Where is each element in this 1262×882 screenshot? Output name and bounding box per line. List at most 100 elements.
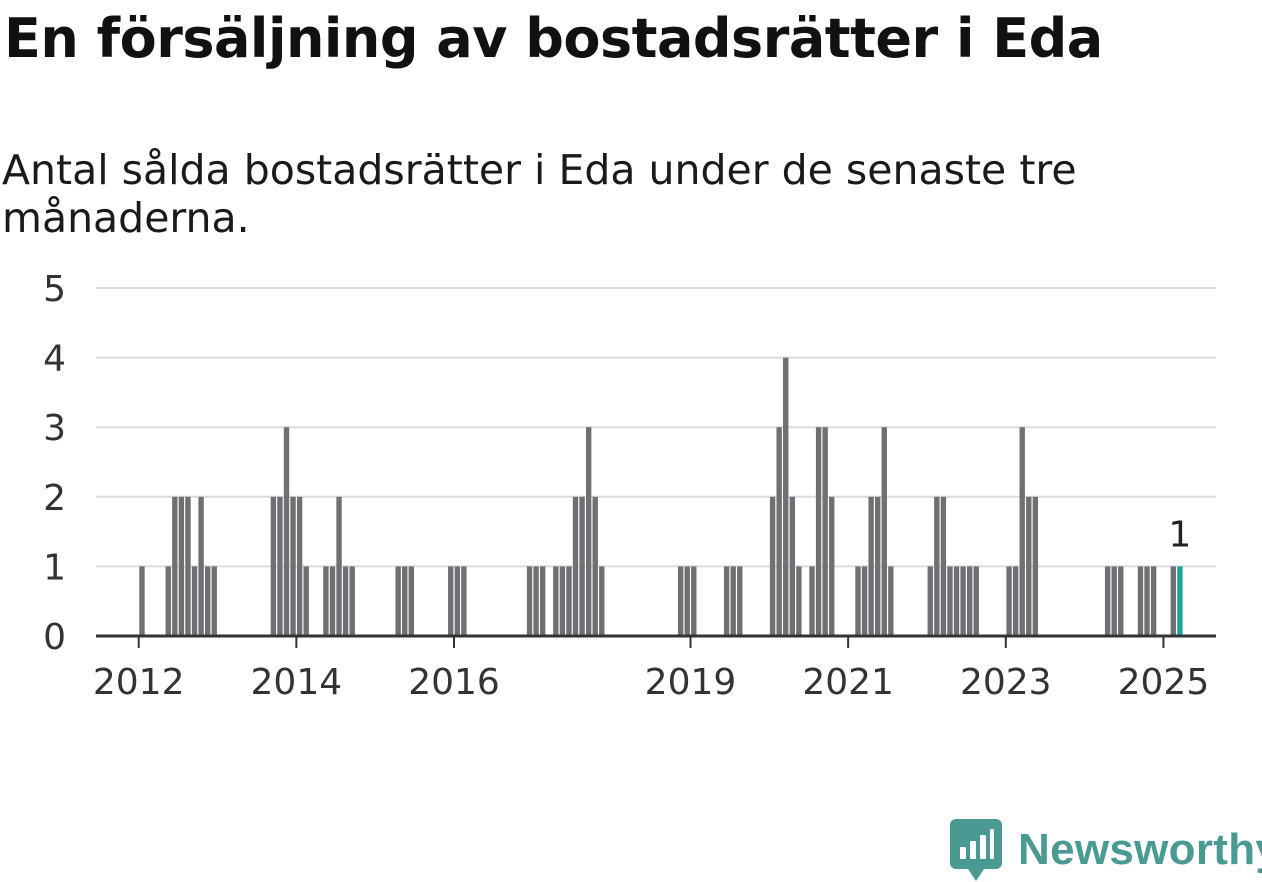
bar	[165, 566, 171, 636]
bar	[947, 566, 953, 636]
bar	[185, 496, 191, 636]
bar	[178, 496, 185, 636]
bar	[677, 566, 684, 636]
bar	[1012, 566, 1019, 636]
bar	[290, 496, 296, 636]
bar	[855, 566, 861, 636]
x-tick-label: 2012	[93, 662, 185, 700]
bar	[789, 496, 795, 636]
bar	[966, 566, 973, 636]
x-tick-label: 2023	[960, 662, 1052, 700]
bar	[329, 566, 336, 636]
bar	[336, 496, 342, 636]
bar	[172, 496, 178, 636]
bar	[730, 566, 736, 636]
bar	[270, 496, 277, 636]
bar	[1137, 566, 1144, 636]
bar	[592, 496, 598, 636]
axes: 0 1 2 3 4 5 2012 2014 2016 2019 2021 2023 2025	[43, 269, 1216, 700]
x-tick-label: 2019	[645, 662, 737, 700]
bar	[198, 496, 204, 636]
bar	[1144, 566, 1150, 636]
logo-text: Newsworthy	[1018, 825, 1262, 874]
y-tick-label: 2	[43, 478, 66, 519]
bar	[960, 566, 966, 636]
bar	[461, 566, 467, 636]
bars	[139, 357, 1183, 636]
bar	[1006, 566, 1012, 636]
chart-subtitle: Antal sålda bostadsrätter i Eda under de…	[2, 146, 1077, 242]
bar	[559, 566, 566, 636]
y-tick-label: 3	[43, 408, 66, 449]
bar	[402, 566, 408, 636]
bar	[769, 496, 776, 636]
bar	[953, 566, 960, 636]
bar	[934, 496, 940, 636]
bar	[1150, 566, 1157, 636]
bar	[553, 566, 559, 636]
bar	[211, 566, 217, 636]
bar	[796, 566, 802, 636]
bar	[815, 427, 822, 636]
y-tick-label: 4	[43, 339, 66, 380]
bar-chart: 0 1 2 3 4 5 2012 2014 2016 2019 2021 2023 2025 1	[43, 269, 1216, 700]
bar	[927, 566, 933, 636]
bar	[408, 566, 414, 636]
bar	[1026, 496, 1032, 636]
bar	[881, 427, 887, 636]
bar	[868, 496, 874, 636]
bar	[579, 496, 585, 636]
bar	[566, 566, 572, 636]
bar	[723, 566, 730, 636]
bar	[1118, 566, 1124, 636]
bar	[296, 496, 303, 636]
bar	[809, 566, 815, 636]
chart-title: En försäljning av bostadsrätter i Eda	[4, 7, 1103, 70]
bar	[323, 566, 329, 636]
x-tick-label: 2016	[408, 662, 500, 700]
bar	[204, 566, 211, 636]
bar	[684, 566, 690, 636]
bar	[829, 496, 835, 636]
bar	[1032, 496, 1039, 636]
bar	[454, 566, 460, 636]
bar	[139, 566, 145, 636]
bar	[395, 566, 401, 636]
bar	[776, 427, 782, 636]
bar	[691, 566, 697, 636]
y-tick-label: 1	[43, 547, 66, 588]
bar	[822, 427, 828, 636]
bar	[1111, 566, 1117, 636]
bar	[599, 566, 605, 636]
gridlines	[96, 287, 1216, 568]
x-tick-label: 2025	[1118, 662, 1210, 700]
bar	[1170, 566, 1176, 636]
y-tick-label: 5	[43, 269, 66, 310]
y-tick-label: 0	[43, 617, 66, 658]
bar-highlight	[1177, 566, 1183, 636]
bar	[861, 566, 868, 636]
bar	[1104, 566, 1111, 636]
x-tick-label: 2021	[802, 662, 894, 700]
bar	[572, 496, 579, 636]
bar	[191, 566, 198, 636]
data-labels: 1	[1168, 514, 1191, 555]
bar	[1019, 427, 1025, 636]
bar	[940, 496, 947, 636]
bar	[277, 496, 283, 636]
bar	[585, 427, 592, 636]
newsworthy-logo: Newsworthy	[950, 818, 1262, 882]
bar	[737, 566, 743, 636]
bar	[783, 357, 789, 636]
bar-chart-icon	[950, 819, 1002, 881]
bar	[875, 496, 881, 636]
bar	[888, 566, 894, 636]
x-tick-label: 2014	[251, 662, 343, 700]
bar	[448, 566, 454, 636]
bar	[342, 566, 349, 636]
bar	[539, 566, 546, 636]
bar	[283, 427, 290, 636]
bar	[533, 566, 539, 636]
bar	[973, 566, 979, 636]
bar	[303, 566, 309, 636]
